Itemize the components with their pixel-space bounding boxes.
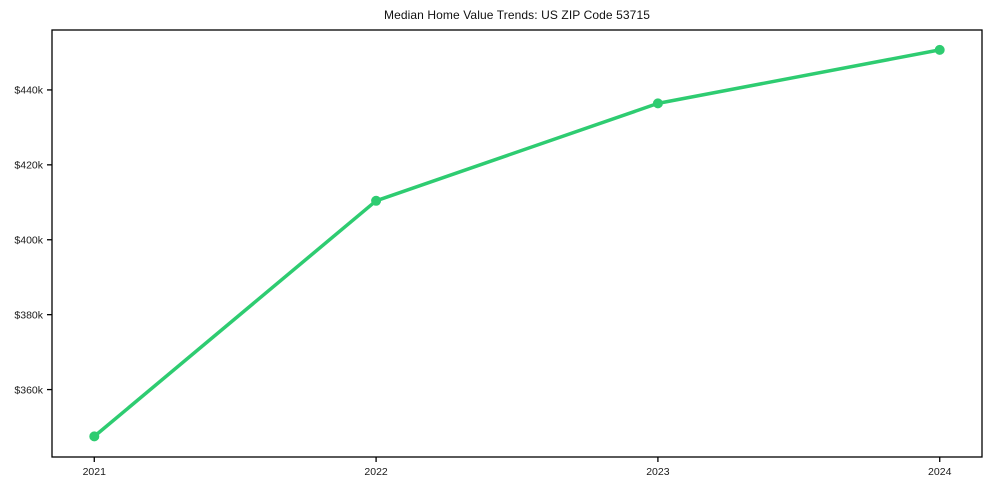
data-point-marker bbox=[934, 44, 945, 55]
trend-line bbox=[92, 48, 942, 439]
data-point-marker bbox=[652, 98, 663, 109]
y-tick-label: $380k bbox=[14, 309, 43, 321]
data-point-marker bbox=[371, 195, 382, 206]
x-tick-label: 2022 bbox=[364, 466, 388, 478]
x-tick-label: 2024 bbox=[928, 466, 952, 478]
data-point-marker bbox=[89, 431, 100, 442]
y-tick-label: $440k bbox=[14, 85, 43, 97]
y-tick-label: $360k bbox=[14, 384, 43, 396]
x-tick-label: 2023 bbox=[646, 466, 670, 478]
chart-title: Median Home Value Trends: US ZIP Code 53… bbox=[383, 8, 650, 22]
x-tick-label: 2021 bbox=[83, 466, 107, 478]
y-tick-label: $420k bbox=[14, 160, 43, 172]
plot-border bbox=[51, 29, 983, 458]
y-tick-label: $400k bbox=[14, 234, 43, 246]
